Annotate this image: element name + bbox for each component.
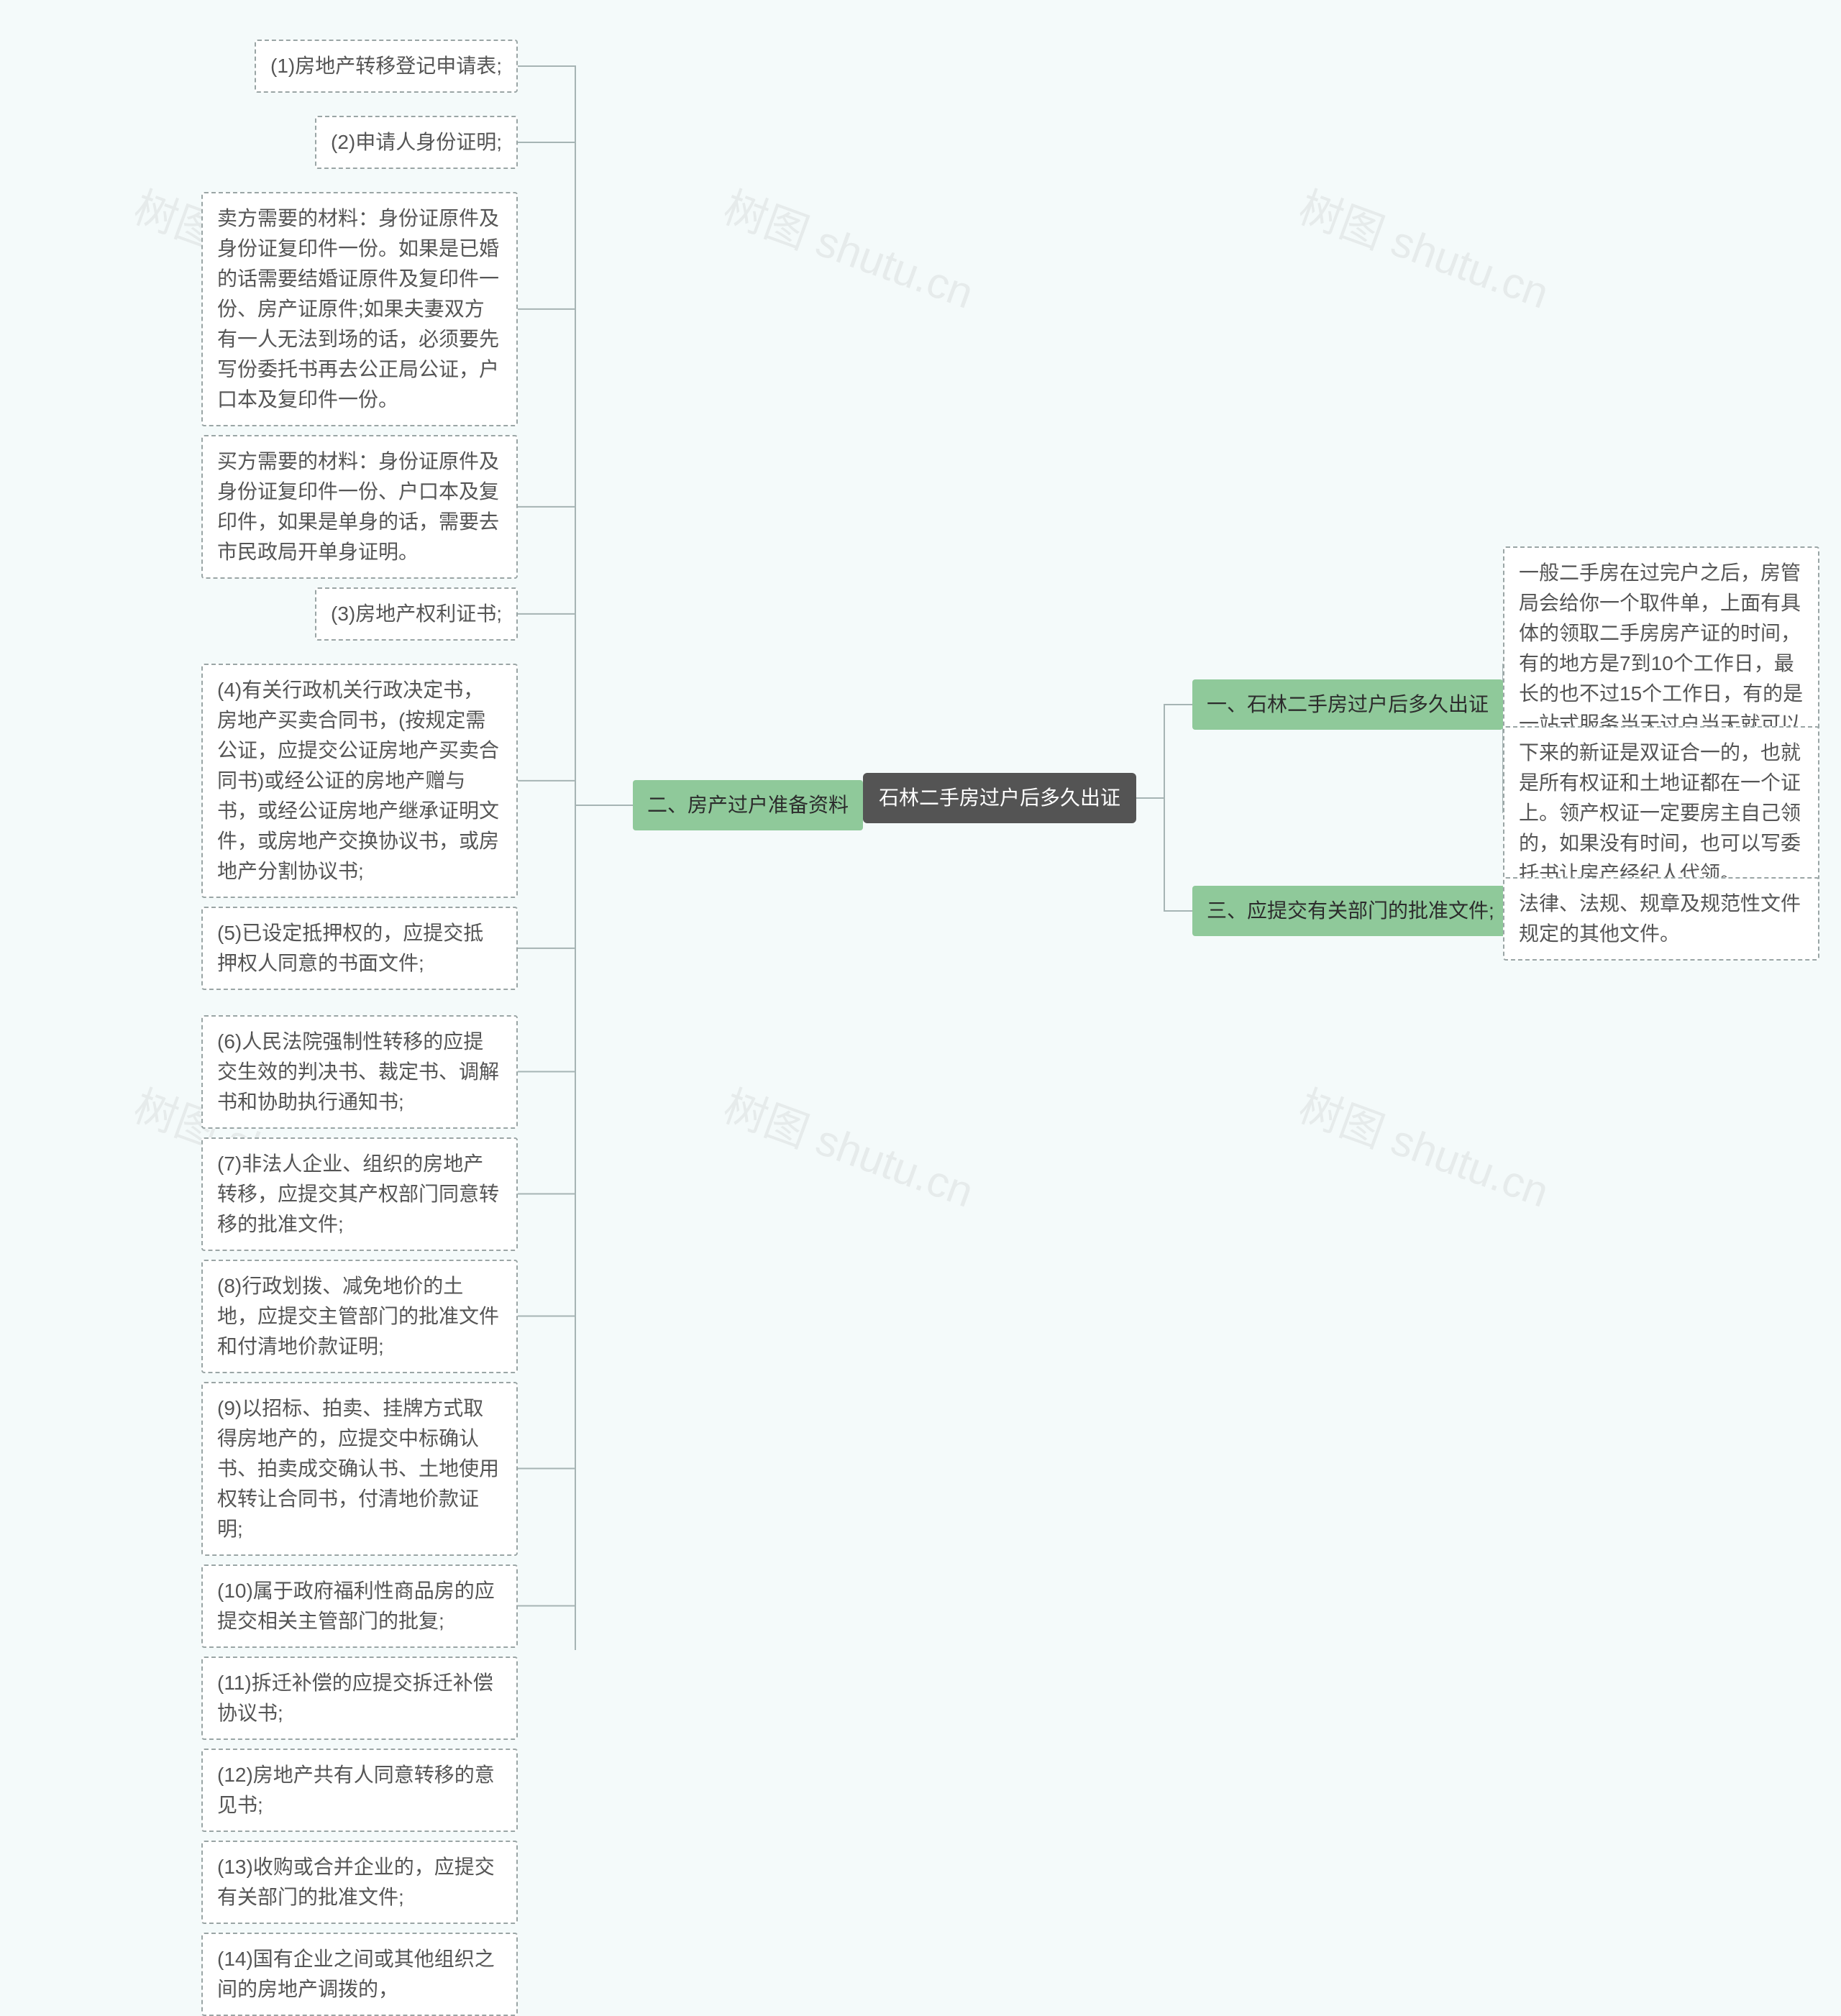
leaf-label: (13)收购或合并企业的，应提交有关部门的批准文件;: [217, 1856, 495, 1908]
leaf-label: (2)申请人身份证明;: [331, 131, 502, 153]
leaf-label: (6)人民法院强制性转移的应提交生效的判决书、裁定书、调解书和协助执行通知书;: [217, 1030, 499, 1113]
branch-three-label: 三、应提交有关部门的批准文件;: [1207, 899, 1494, 922]
watermark: 树图 shutu.cn: [716, 1071, 983, 1219]
leaf-label: (3)房地产权利证书;: [331, 602, 502, 625]
leaf-two-8: (7)非法人企业、组织的房地产转移，应提交其产权部门同意转移的批准文件;: [201, 1137, 518, 1251]
leaf-label: (11)拆迁补偿的应提交拆迁补偿协议书;: [217, 1672, 493, 1724]
leaf-two-4: (3)房地产权利证书;: [315, 587, 518, 641]
leaf-two-14: (13)收购或合并企业的，应提交有关部门的批准文件;: [201, 1841, 518, 1924]
leaf-two-5: (4)有关行政机关行政决定书，房地产买卖合同书，(按规定需公证，应提交公证房地产…: [201, 664, 518, 898]
leaf-two-6: (5)已设定抵押权的，应提交抵押权人同意的书面文件;: [201, 907, 518, 990]
leaf-two-9: (8)行政划拨、减免地价的土地，应提交主管部门的批准文件和付清地价款证明;: [201, 1260, 518, 1373]
leaf-two-13: (12)房地产共有人同意转移的意见书;: [201, 1749, 518, 1832]
leaf-two-0: (1)房地产转移登记申请表;: [255, 40, 518, 93]
leaf-two-12: (11)拆迁补偿的应提交拆迁补偿协议书;: [201, 1657, 518, 1740]
leaf-one-1: 下来的新证是双证合一的，也就是所有权证和土地证都在一个证上。领产权证一定要房主自…: [1503, 726, 1819, 900]
center-node: 石林二手房过户后多久出证: [863, 773, 1136, 823]
leaf-label: (4)有关行政机关行政决定书，房地产买卖合同书，(按规定需公证，应提交公证房地产…: [217, 679, 499, 882]
branch-two: 二、房产过户准备资料: [633, 780, 863, 830]
leaf-label: (10)属于政府福利性商品房的应提交相关主管部门的批复;: [217, 1580, 495, 1632]
leaf-two-11: (10)属于政府福利性商品房的应提交相关主管部门的批复;: [201, 1564, 518, 1648]
leaf-label: (7)非法人企业、组织的房地产转移，应提交其产权部门同意转移的批准文件;: [217, 1153, 499, 1235]
leaf-three-0: 法律、法规、规章及规范性文件规定的其他文件。: [1503, 877, 1819, 961]
watermark: 树图 shutu.cn: [1292, 173, 1558, 321]
leaf-label: 卖方需要的材料：身份证原件及身份证复印件一份。如果是已婚的话需要结婚证原件及复印…: [217, 207, 499, 411]
leaf-label: 买方需要的材料：身份证原件及身份证复印件一份、户口本及复印件，如果是单身的话，需…: [217, 450, 499, 563]
branch-one: 一、石林二手房过户后多久出证: [1192, 679, 1503, 730]
leaf-label: (12)房地产共有人同意转移的意见书;: [217, 1764, 495, 1816]
leaf-two-2: 卖方需要的材料：身份证原件及身份证复印件一份。如果是已婚的话需要结婚证原件及复印…: [201, 192, 518, 426]
leaf-label: 下来的新证是双证合一的，也就是所有权证和土地证都在一个证上。领产权证一定要房主自…: [1519, 741, 1801, 884]
leaf-two-3: 买方需要的材料：身份证原件及身份证复印件一份、户口本及复印件，如果是单身的话，需…: [201, 435, 518, 579]
leaf-label: (9)以招标、拍卖、挂牌方式取得房地产的，应提交中标确认书、拍卖成交确认书、土地…: [217, 1397, 499, 1540]
watermark: 树图 shutu.cn: [716, 173, 983, 321]
leaf-two-15: (14)国有企业之间或其他组织之间的房地产调拨的，: [201, 1933, 518, 2016]
leaf-label: (14)国有企业之间或其他组织之间的房地产调拨的，: [217, 1948, 495, 2000]
leaf-two-1: (2)申请人身份证明;: [315, 116, 518, 169]
leaf-label: (8)行政划拨、减免地价的土地，应提交主管部门的批准文件和付清地价款证明;: [217, 1275, 499, 1357]
leaf-label: 法律、法规、规章及规范性文件规定的其他文件。: [1519, 892, 1801, 945]
leaf-two-7: (6)人民法院强制性转移的应提交生效的判决书、裁定书、调解书和协助执行通知书;: [201, 1015, 518, 1129]
branch-two-label: 二、房产过户准备资料: [647, 794, 849, 816]
leaf-label: (5)已设定抵押权的，应提交抵押权人同意的书面文件;: [217, 922, 483, 974]
watermark: 树图 shutu.cn: [1292, 1071, 1558, 1219]
leaf-label: (1)房地产转移登记申请表;: [270, 55, 502, 77]
center-label: 石林二手房过户后多久出证: [879, 787, 1120, 809]
leaf-two-10: (9)以招标、拍卖、挂牌方式取得房地产的，应提交中标确认书、拍卖成交确认书、土地…: [201, 1382, 518, 1556]
branch-three: 三、应提交有关部门的批准文件;: [1192, 886, 1509, 936]
branch-one-label: 一、石林二手房过户后多久出证: [1207, 693, 1489, 715]
